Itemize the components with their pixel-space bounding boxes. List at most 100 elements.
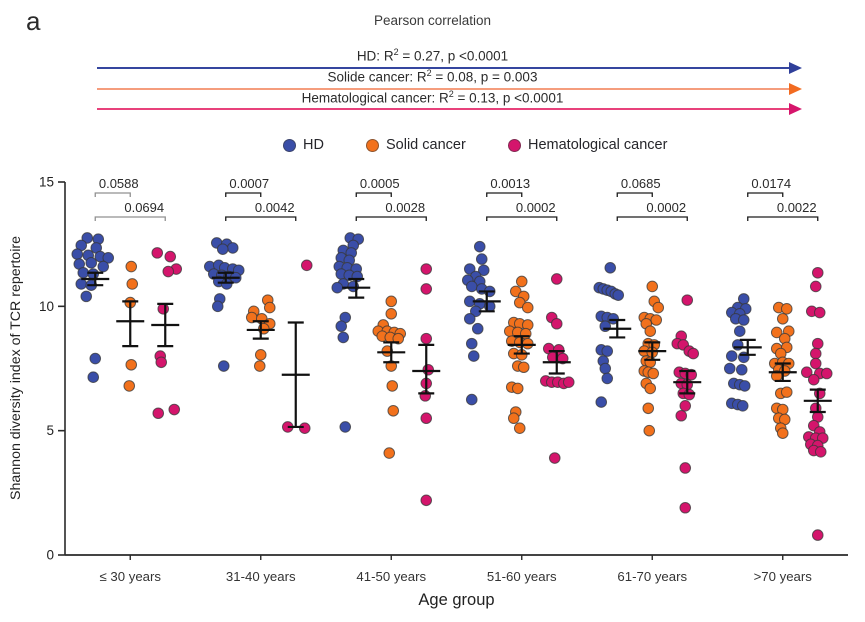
data-point bbox=[75, 278, 88, 290]
data-point bbox=[85, 257, 98, 269]
p-value-hd-vs-hema: 0.0028 bbox=[385, 200, 425, 215]
hd-arrow-head-icon bbox=[789, 62, 802, 74]
data-point bbox=[811, 529, 824, 541]
data-point bbox=[642, 402, 655, 415]
dots-hd-group-4 bbox=[461, 240, 496, 406]
data-point bbox=[97, 260, 110, 273]
bracket-hd-vs-hema bbox=[94, 216, 166, 221]
dots-solid-group-4 bbox=[503, 275, 534, 434]
legend-item-solid-cancer: Solid cancer bbox=[366, 137, 466, 153]
data-point bbox=[164, 250, 177, 263]
data-point bbox=[733, 325, 746, 338]
y-tick-label: 0 bbox=[46, 548, 54, 563]
data-point bbox=[471, 322, 484, 335]
data-point bbox=[776, 427, 789, 439]
p-value-hd-vs-solid: 0.0685 bbox=[621, 176, 661, 191]
data-point bbox=[465, 337, 478, 350]
data-point bbox=[601, 372, 614, 385]
data-point bbox=[675, 409, 688, 422]
data-point bbox=[217, 360, 230, 372]
dots-solid-group-3 bbox=[372, 295, 407, 459]
group-1 bbox=[71, 232, 183, 420]
data-point bbox=[683, 388, 696, 401]
x-tick-label: 51-60 years bbox=[487, 569, 557, 584]
legend-label-hematological-cancer: Hematological cancer bbox=[528, 137, 668, 153]
data-point bbox=[681, 294, 694, 306]
error-bar-hema-group-1 bbox=[151, 302, 180, 348]
x-tick-label: ≤ 30 years bbox=[100, 569, 162, 584]
data-point bbox=[473, 240, 486, 253]
data-point bbox=[422, 363, 435, 376]
data-point bbox=[125, 358, 138, 371]
error-bar-solid-group-5 bbox=[638, 341, 667, 361]
data-point bbox=[517, 361, 530, 374]
data-point bbox=[465, 280, 478, 293]
data-point bbox=[814, 446, 827, 458]
hd-correlation-label: HD: R2 = 0.27, p <0.0001 bbox=[356, 47, 509, 64]
data-point bbox=[601, 345, 614, 357]
legend-label-hd: HD bbox=[303, 137, 324, 153]
dots-hema-group-3 bbox=[419, 263, 435, 507]
data-point bbox=[513, 422, 526, 434]
data-point bbox=[477, 264, 490, 277]
dots-hema-group-6 bbox=[800, 266, 833, 541]
data-point bbox=[383, 447, 396, 459]
group-5 bbox=[593, 261, 702, 514]
data-point bbox=[813, 306, 826, 319]
data-point bbox=[643, 424, 656, 437]
dots-solid-group-5 bbox=[638, 280, 665, 437]
data-point bbox=[298, 422, 311, 434]
legend-item-hematological-cancer: Hematological cancer bbox=[508, 137, 667, 153]
error-bar-hd-group-2 bbox=[211, 271, 240, 284]
data-point bbox=[809, 357, 822, 370]
dots-hd-group-1 bbox=[71, 232, 115, 384]
error-bar-hd-group-1 bbox=[81, 271, 110, 287]
data-point bbox=[599, 320, 612, 333]
data-point bbox=[604, 261, 617, 274]
data-point bbox=[646, 280, 659, 293]
data-point bbox=[607, 312, 620, 325]
x-tick-label: >70 years bbox=[754, 569, 813, 584]
data-point bbox=[420, 263, 433, 275]
bracket-hd-vs-solid bbox=[94, 192, 131, 197]
dots-hema-group-2 bbox=[281, 259, 313, 434]
error-bar-hema-group-5 bbox=[673, 369, 702, 395]
error-bar-hema-group-2 bbox=[281, 321, 310, 429]
data-point bbox=[463, 312, 476, 325]
error-bar-hema-group-6 bbox=[803, 388, 832, 414]
bracket-hd-vs-solid bbox=[355, 192, 392, 197]
data-point bbox=[679, 400, 692, 412]
error-bar-hd-group-3 bbox=[342, 277, 371, 299]
y-tick-label: 5 bbox=[46, 423, 54, 438]
data-point bbox=[151, 247, 164, 259]
data-point bbox=[126, 278, 139, 290]
bracket-hd-vs-hema bbox=[355, 216, 427, 221]
group-4 bbox=[461, 240, 575, 464]
data-point bbox=[385, 295, 398, 308]
data-point bbox=[521, 337, 534, 350]
data-point bbox=[87, 371, 100, 384]
bracket-hd-vs-solid bbox=[486, 192, 523, 197]
data-point bbox=[738, 380, 751, 392]
p-value-hd-vs-hema: 0.0002 bbox=[516, 200, 556, 215]
data-point bbox=[216, 243, 229, 255]
data-point bbox=[737, 314, 750, 326]
data-point bbox=[647, 367, 660, 380]
pearson-correlation-title: Pearson correlation bbox=[373, 13, 492, 28]
data-point bbox=[770, 326, 783, 339]
data-point bbox=[89, 352, 102, 365]
dots-hd-group-6 bbox=[723, 293, 752, 412]
data-point bbox=[731, 339, 744, 351]
data-point bbox=[420, 283, 433, 295]
data-point bbox=[226, 242, 239, 254]
data-point bbox=[162, 265, 175, 278]
error-bar-solid-group-6 bbox=[768, 362, 797, 383]
data-point bbox=[780, 386, 793, 398]
data-point bbox=[800, 366, 813, 379]
dots-hd-group-2 bbox=[203, 237, 245, 372]
data-point bbox=[87, 268, 100, 280]
data-point bbox=[652, 301, 665, 314]
data-point bbox=[723, 362, 736, 375]
hematological-cancer-dot-icon bbox=[508, 138, 521, 152]
